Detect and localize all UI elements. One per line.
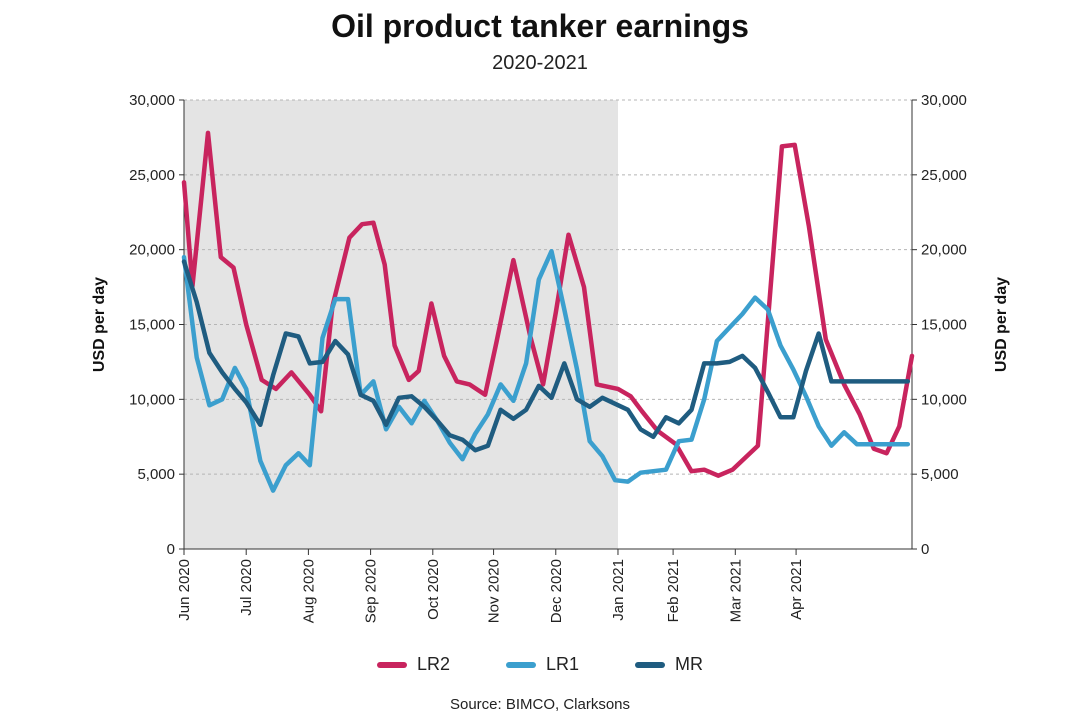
- line-chart: 0 0 5,000 5,000 10,000 10,000 15,000 15,000 20,0…: [91, 92, 1010, 623]
- legend-item-mr: MR: [635, 654, 703, 675]
- legend-item-lr2: LR2: [376, 654, 450, 675]
- series-line-lr2: [181, 130, 915, 478]
- x-tick-label: Oct 2020: [425, 559, 442, 620]
- series-line-mr: [181, 259, 911, 453]
- y-tick-label-right: 30,000: [921, 92, 967, 109]
- legend-label-mr: MR: [675, 654, 704, 674]
- x-tick-label: Nov 2020: [486, 559, 503, 623]
- chart-title: Oil product tanker earnings: [331, 8, 749, 44]
- x-tick-label: Jul 2020: [238, 559, 255, 616]
- y-tick-label-left: 5,000: [137, 466, 175, 483]
- y-axis-title-left: USD per day: [91, 277, 108, 372]
- y-tick-label-left: 10,000: [129, 391, 175, 408]
- x-tick-label: Aug 2020: [300, 559, 317, 623]
- chart-source: Source: BIMCO, Clarksons: [449, 696, 631, 713]
- x-tick-label: Apr 2021: [788, 559, 805, 620]
- legend-swatch-mr: [635, 661, 666, 668]
- x-tick-label: Feb 2021: [665, 559, 682, 622]
- y-tick-label-left: 25,000: [129, 167, 175, 184]
- y-axis-title-right: USD per day: [993, 277, 1010, 372]
- y-tick-label-left: 20,000: [129, 242, 175, 259]
- y-tick-label-right: 20,000: [921, 242, 967, 259]
- legend-label-lr2: LR2: [416, 654, 450, 674]
- legend-swatch-lr1: [506, 661, 536, 668]
- x-tick-label: Sep 2020: [363, 559, 380, 623]
- y-tick-label-left: 15,000: [129, 317, 175, 334]
- x-tick-label: Mar 2021: [727, 559, 744, 622]
- y-tick-label-left: 30,000: [129, 92, 175, 109]
- x-tick-label: Dec 2020: [548, 559, 565, 623]
- legend-swatch-lr2: [376, 661, 407, 668]
- x-tick-label: Jan 2021: [610, 559, 627, 621]
- legend-item-lr1: LR1: [506, 654, 579, 675]
- x-tick-label: Jun 2020: [176, 559, 193, 621]
- y-tick-label-right: 5,000: [921, 466, 959, 483]
- chart-subtitle: 2020-2021: [492, 52, 588, 74]
- y-tick-label-left: 0: [167, 541, 175, 558]
- chart-legend: LR2 LR1 MR: [0, 654, 1080, 675]
- y-tick-label-right: 0: [921, 541, 929, 558]
- y-tick-label-right: 10,000: [921, 391, 967, 408]
- legend-label-lr1: LR1: [546, 654, 580, 674]
- series-line-lr1: [181, 248, 911, 493]
- y-tick-label-right: 25,000: [921, 167, 967, 184]
- y-tick-label-right: 15,000: [921, 317, 967, 334]
